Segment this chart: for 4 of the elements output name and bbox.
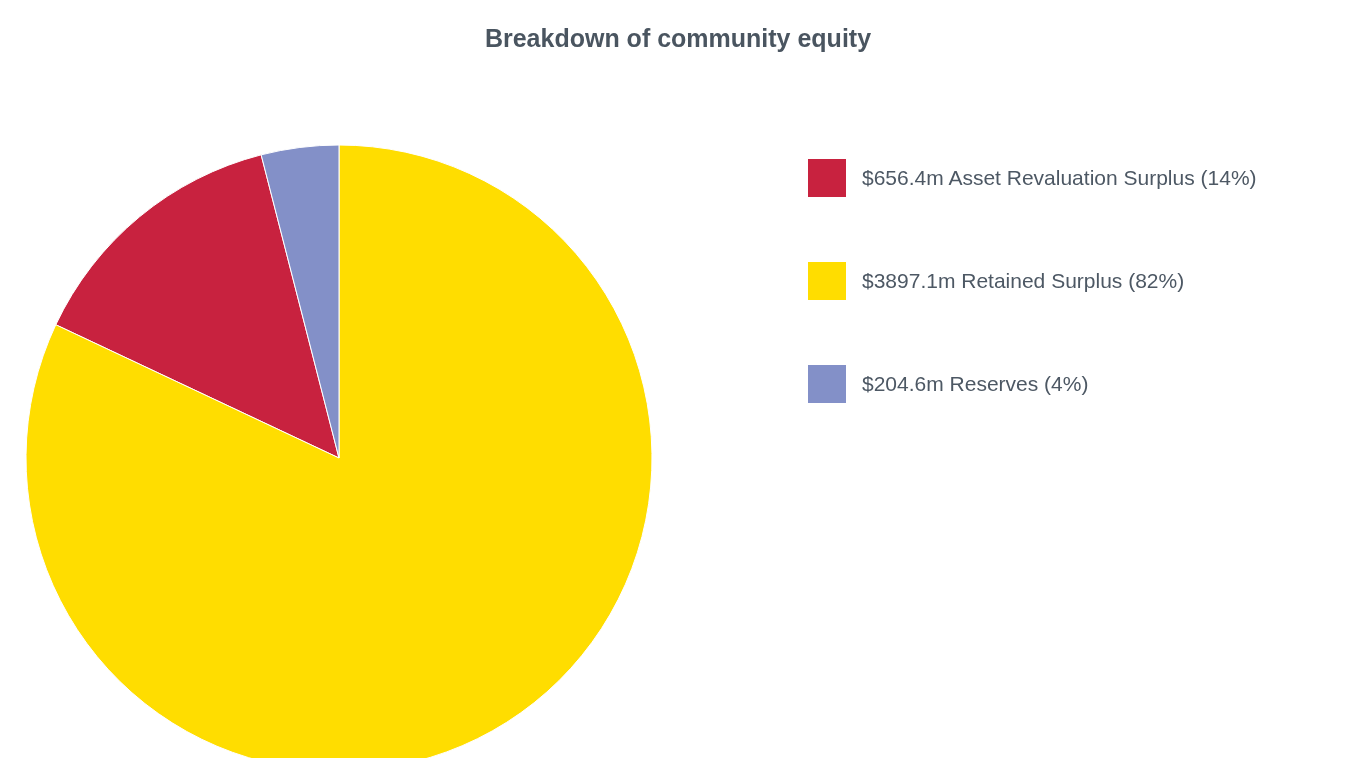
chart-title: Breakdown of community equity xyxy=(483,24,873,53)
legend-label: $3897.1m Retained Surplus (82%) xyxy=(862,269,1185,293)
legend-label: $204.6m Reserves (4%) xyxy=(862,372,1089,396)
legend-label: $656.4m Asset Revaluation Surplus (14%) xyxy=(862,166,1257,190)
